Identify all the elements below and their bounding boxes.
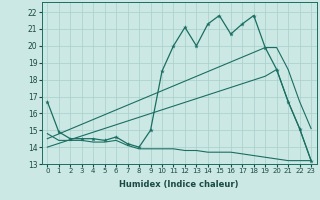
X-axis label: Humidex (Indice chaleur): Humidex (Indice chaleur) bbox=[119, 180, 239, 189]
